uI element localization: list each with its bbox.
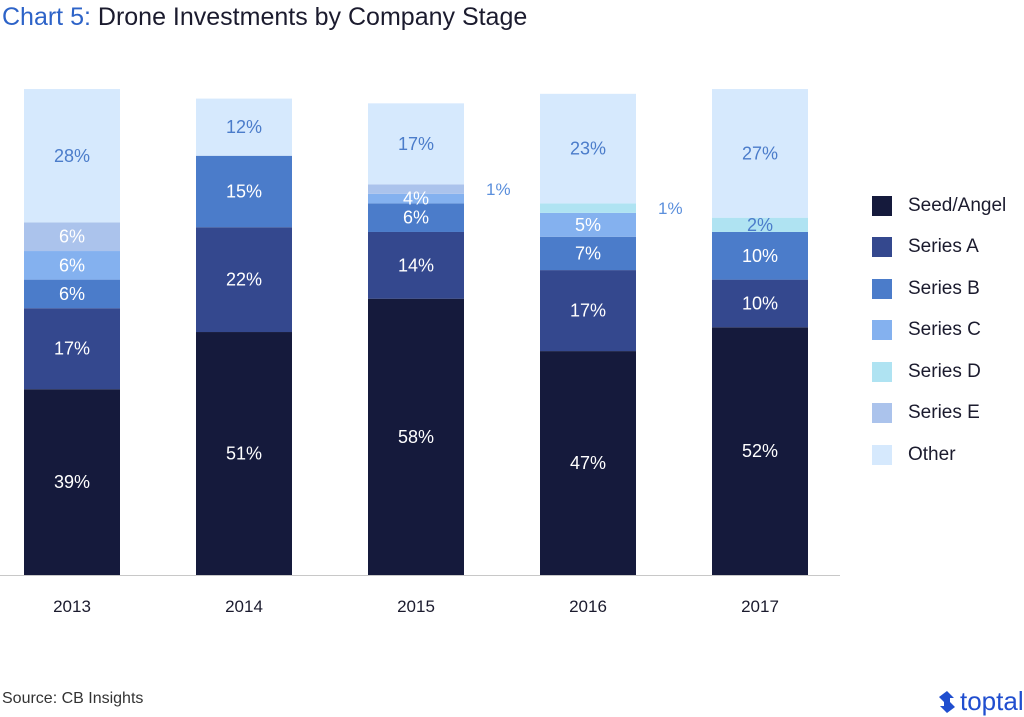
- legend-label: Series A: [908, 236, 979, 258]
- x-tick-label: 2014: [225, 597, 263, 616]
- bar-segment-2016-series-d: [540, 203, 636, 213]
- bar-segment-2016-series-a: [540, 270, 636, 352]
- legend-label: Series D: [908, 360, 981, 382]
- data-label: 17%: [570, 301, 606, 321]
- data-label: 17%: [398, 134, 434, 154]
- brand-name: toptal: [960, 686, 1024, 716]
- data-label: 4%: [403, 189, 429, 209]
- source-note: Source: CB Insights: [2, 690, 144, 707]
- data-label: 28%: [54, 146, 90, 166]
- data-label: 6%: [403, 208, 429, 228]
- legend-swatch: [872, 444, 892, 465]
- legend-swatch: [872, 361, 892, 382]
- chart-title: Chart 5: Drone Investments by Company St…: [2, 2, 527, 32]
- legend-item: Series E: [872, 393, 1006, 435]
- x-tick-label: 2013: [53, 597, 91, 616]
- legend-swatch: [872, 278, 892, 299]
- bar-segment-2013-other: [24, 89, 120, 223]
- bar-segment-2013-series-a: [24, 308, 120, 390]
- bar-segment-2014-seed-angel: [196, 332, 292, 575]
- legend-swatch: [872, 403, 892, 424]
- data-label: 27%: [742, 143, 778, 163]
- bar-segment-2017-other: [712, 89, 808, 218]
- data-label: 6%: [59, 284, 85, 304]
- data-label: 12%: [226, 117, 262, 137]
- bar-segment-2015-seed-angel: [368, 298, 464, 575]
- data-label: 58%: [398, 427, 434, 447]
- legend-item: Seed/Angel: [872, 185, 1006, 227]
- data-label: 1%: [658, 199, 683, 218]
- bar-segment-2014-series-a: [196, 227, 292, 333]
- data-label: 1%: [486, 180, 511, 199]
- data-label: 6%: [59, 255, 85, 275]
- bar-segment-2015-series-c: [368, 193, 464, 204]
- brand-logo: toptal: [938, 686, 1024, 717]
- legend-item: Series C: [872, 310, 1006, 352]
- legend-label: Other: [908, 443, 956, 465]
- legend-item: Series A: [872, 227, 1006, 269]
- data-label: 51%: [226, 444, 262, 464]
- bar-segment-2016-series-b: [540, 236, 636, 271]
- bar-segment-2015-series-a: [368, 231, 464, 299]
- legend-label: Series C: [908, 319, 981, 341]
- bar-segment-2015-series-e: [368, 184, 464, 194]
- data-label: 47%: [570, 453, 606, 473]
- data-label: 14%: [398, 255, 434, 275]
- bar-segment-2014-series-b: [196, 155, 292, 228]
- legend-item: Other: [872, 434, 1006, 476]
- legend-swatch: [872, 237, 892, 258]
- x-tick-label: 2015: [397, 597, 435, 616]
- bar-segment-2016-other: [540, 93, 636, 204]
- bar-segment-2015-series-b: [368, 203, 464, 232]
- data-label: 17%: [54, 339, 90, 359]
- bar-segment-2013-series-e: [24, 222, 120, 252]
- legend-swatch: [872, 195, 892, 216]
- legend-label: Seed/Angel: [908, 194, 1007, 216]
- legend-item: Series D: [872, 351, 1006, 393]
- legend-label: Series B: [908, 277, 980, 299]
- chart-title-prefix: Chart 5:: [2, 3, 91, 31]
- bar-segment-2016-series-c: [540, 212, 636, 237]
- legend-item: Series B: [872, 268, 1006, 310]
- data-label: 23%: [570, 139, 606, 159]
- data-label: 7%: [575, 243, 601, 263]
- toptal-logo-icon: [939, 690, 955, 713]
- x-tick-label: 2016: [569, 597, 607, 616]
- legend-label: Series E: [908, 402, 980, 424]
- data-label: 5%: [575, 215, 601, 235]
- bar-segment-2013-seed-angel: [24, 389, 120, 575]
- bar-segment-2014-other: [196, 98, 292, 156]
- bar-segment-2015-other: [368, 103, 464, 185]
- bar-segment-2017-series-d: [712, 217, 808, 232]
- bar-segment-2013-series-b: [24, 279, 120, 309]
- data-label: 22%: [226, 270, 262, 290]
- x-tick-label: 2017: [741, 597, 779, 616]
- bar-segment-2016-seed-angel: [540, 351, 636, 575]
- data-label: 10%: [742, 293, 778, 313]
- legend-swatch: [872, 320, 892, 341]
- data-label: 10%: [742, 246, 778, 266]
- chart-legend: Seed/Angel Series A Series B Series C Series…: [872, 185, 1006, 476]
- data-label: 2%: [747, 215, 773, 235]
- data-label: 52%: [742, 441, 778, 461]
- data-label: 15%: [226, 181, 262, 201]
- bar-segment-2017-series-b: [712, 231, 808, 280]
- data-label: 6%: [59, 227, 85, 247]
- bar-segment-2013-series-c: [24, 251, 120, 280]
- bar-segment-2017-series-a: [712, 279, 808, 328]
- chart-title-text: Drone Investments by Company Stage: [97, 3, 528, 31]
- bar-segment-2017-seed-angel: [712, 327, 808, 575]
- data-label: 39%: [54, 472, 90, 492]
